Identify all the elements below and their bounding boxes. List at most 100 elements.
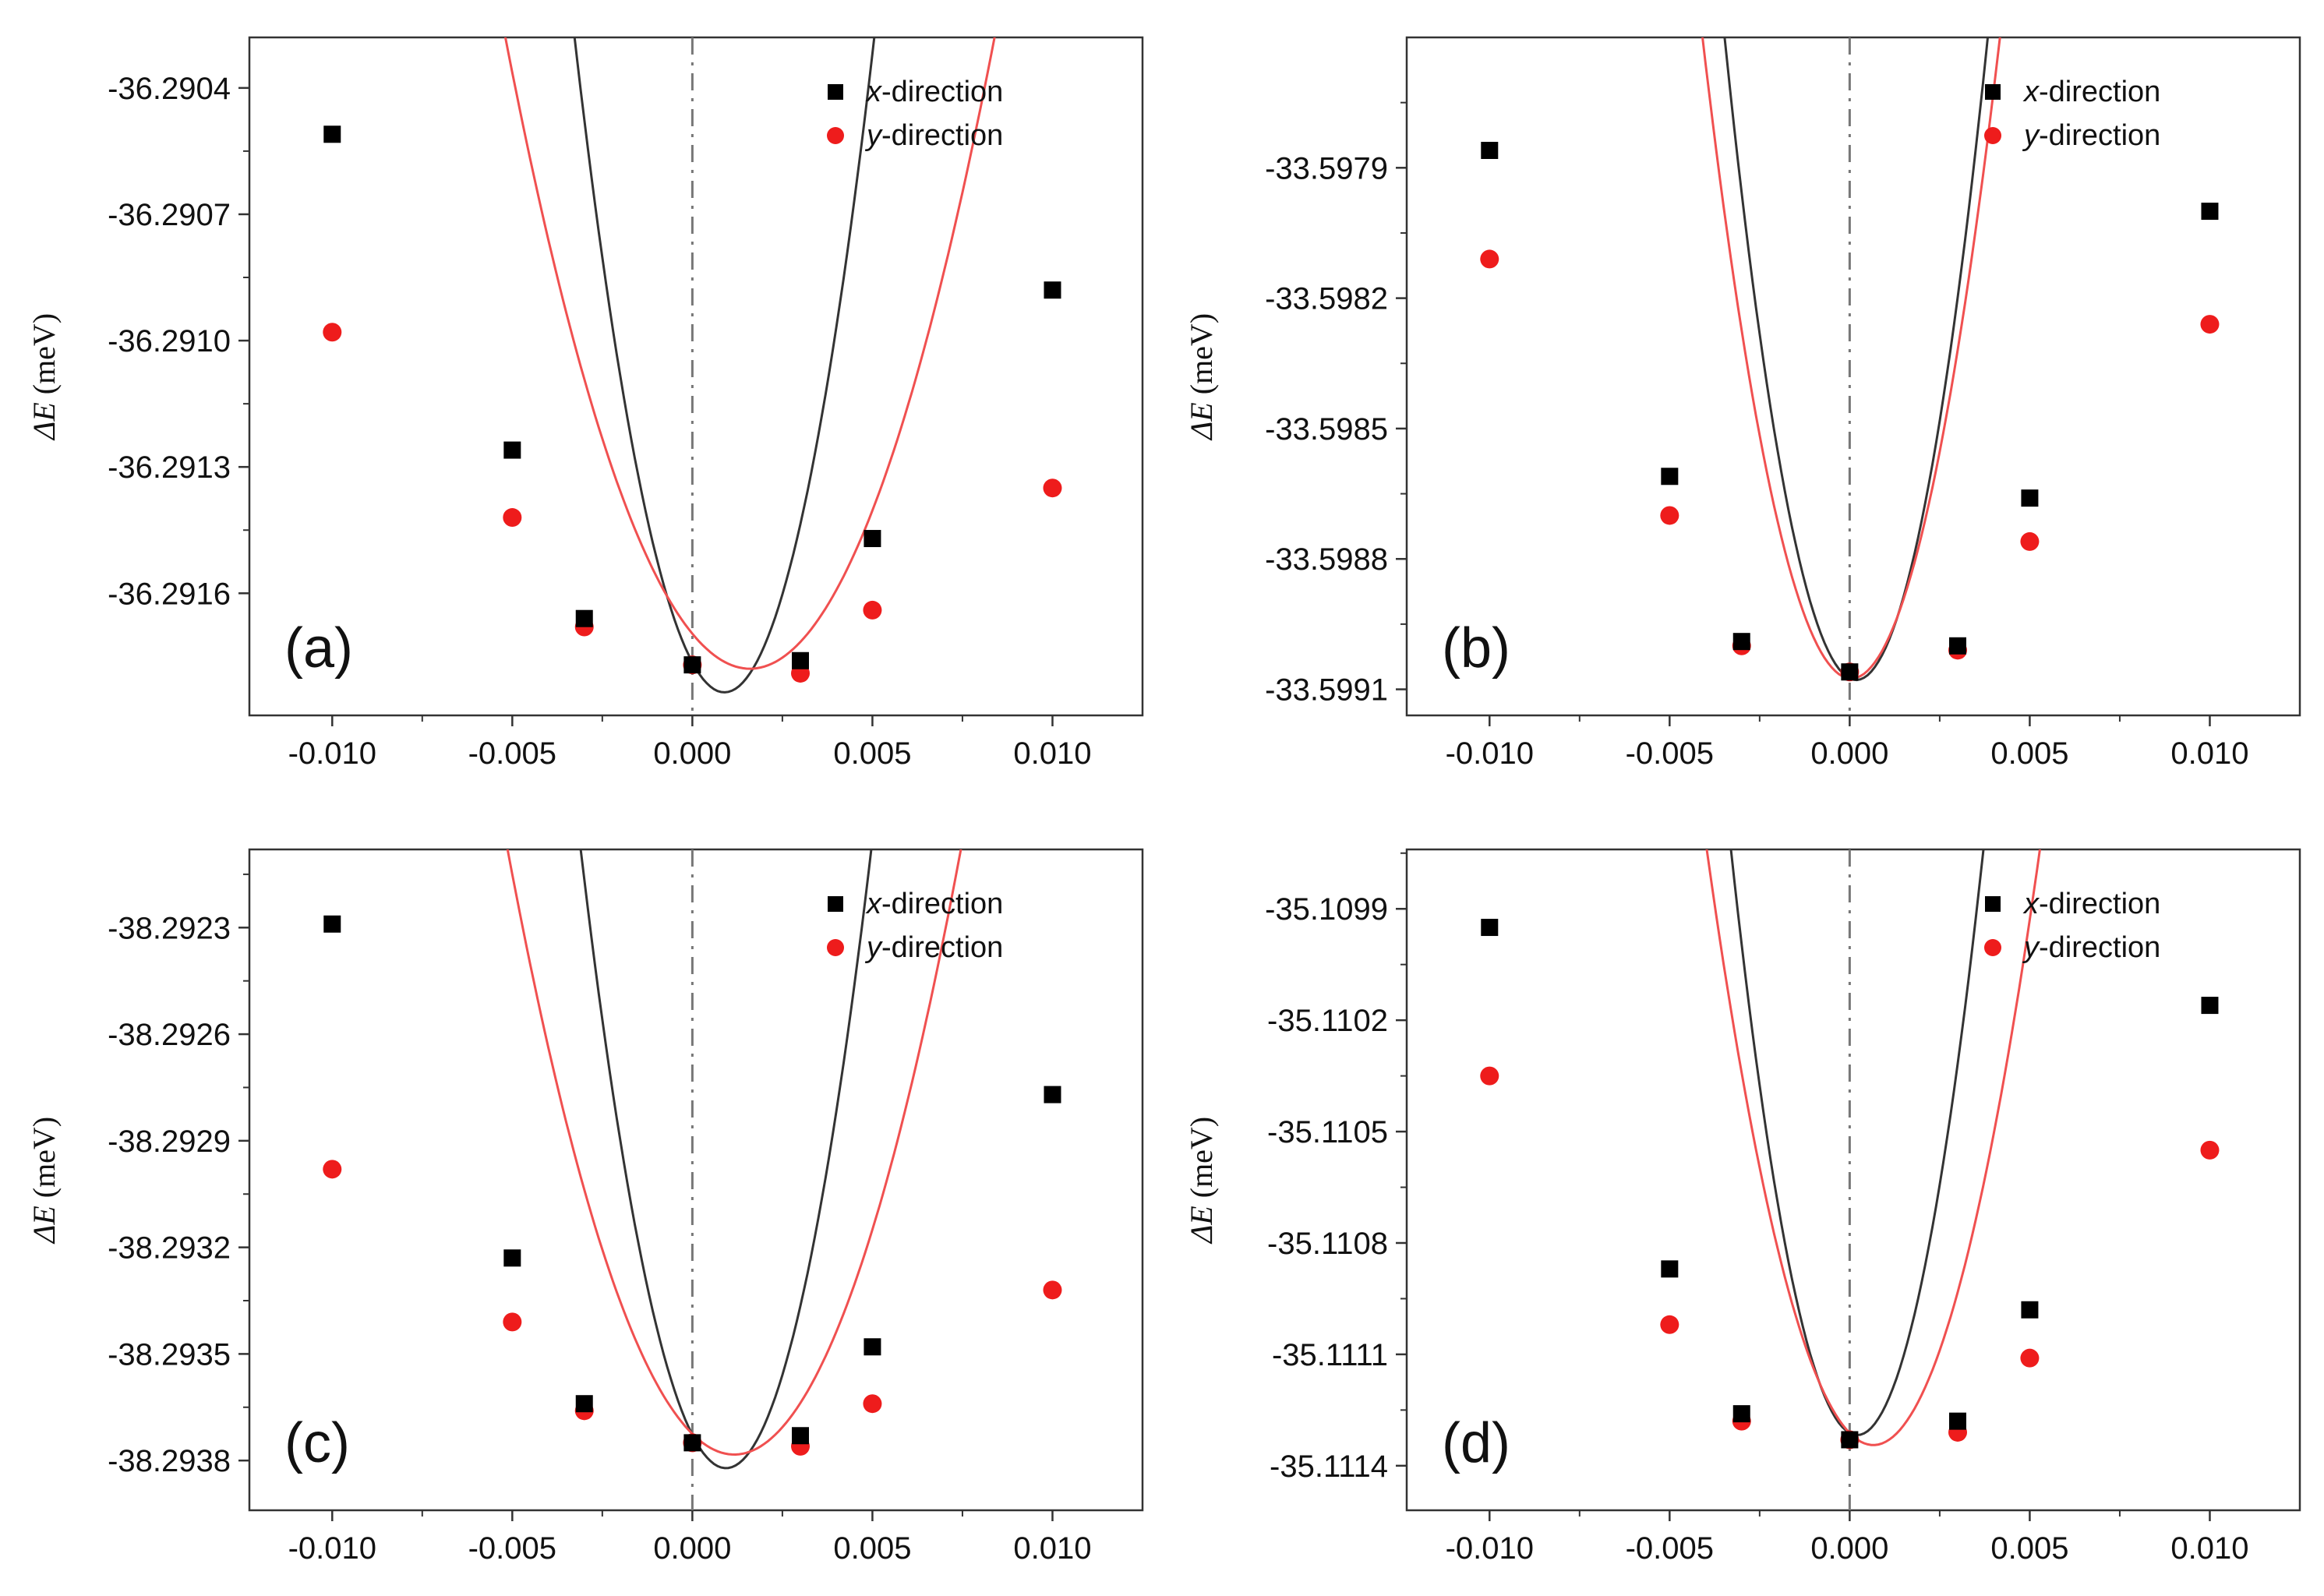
data-point-square [1949, 1412, 1967, 1430]
legend-label-rest: -direction [2039, 119, 2160, 152]
legend-label: y-direction [864, 931, 1003, 964]
data-point-circle [1043, 478, 1062, 498]
data-point-square [864, 1338, 881, 1356]
legend-label-axis: x [2022, 888, 2040, 920]
legend-label-axis: x [2022, 76, 2040, 108]
y-tick-label: -38.2935 [108, 1337, 231, 1372]
legend-marker-square [1985, 84, 2001, 100]
legend-marker-circle [827, 939, 844, 956]
legend-label-rest: -direction [2039, 888, 2160, 920]
y-axis-title-symbol: ΔE [26, 1206, 62, 1245]
y-tick-label: -36.2910 [108, 324, 231, 358]
data-point-square [1732, 633, 1750, 651]
legend-label-axis: x [865, 888, 883, 920]
legend-label-rest: -direction [881, 76, 1003, 108]
panel-a: -0.010 -0.005 0.000 0.005 0.010 -36.2904 -36.2… [26, 36, 1144, 771]
plot-frame [1405, 36, 2301, 717]
data-point-square [503, 441, 521, 459]
legend-marker-circle [827, 127, 844, 144]
data-point-square [1044, 281, 1061, 299]
data-point-square [1661, 468, 1679, 486]
panel-label: (c) [284, 1412, 350, 1474]
data-point-circle [2200, 315, 2220, 334]
legend-label-axis: y [864, 931, 883, 964]
x-tick-label: -0.005 [468, 736, 556, 771]
legend-label-rest: -direction [881, 119, 1003, 152]
data-point-circle [1660, 1315, 1679, 1334]
data-point-circle [2200, 1140, 2220, 1160]
x-tick-label: 0.000 [653, 736, 731, 771]
data-point-square [1841, 1431, 1859, 1449]
legend-label: y-direction [864, 119, 1003, 152]
legend-marker-square [828, 84, 843, 100]
legend-label: x-direction [865, 888, 1003, 920]
legend-label: x-direction [2022, 76, 2160, 108]
y-tick-label: -38.2923 [108, 911, 231, 945]
x-tick-label: 0.010 [2170, 736, 2248, 771]
y-tick-label: -38.2929 [108, 1125, 231, 1159]
y-axis-title: ΔE (meV) [26, 1117, 62, 1245]
x-tick-label: -0.005 [1626, 736, 1714, 771]
data-point-square [1732, 1405, 1750, 1423]
data-point-square [2201, 997, 2219, 1015]
legend-marker-square [828, 896, 843, 912]
data-point-square [323, 125, 341, 143]
y-tick-label: -35.1114 [1270, 1449, 1388, 1484]
data-point-circle [2020, 531, 2040, 551]
plot-frame [1405, 848, 2301, 1512]
y-axis-title: ΔE (meV) [26, 313, 62, 441]
y-tick-label: -38.2926 [108, 1018, 231, 1052]
data-point-square [503, 1249, 521, 1267]
data-point-square [1481, 142, 1499, 159]
legend-label-axis: y [864, 119, 883, 152]
y-axis-title-unit: (meV) [1184, 313, 1219, 394]
y-axis-title: ΔE (meV) [1184, 1117, 1219, 1245]
data-point-circle [1043, 1280, 1062, 1300]
y-tick-label: -35.1111 [1272, 1338, 1388, 1372]
legend-label: x-direction [2022, 888, 2160, 920]
panel-d: -0.010 -0.005 0.000 0.005 0.010 -35.1099 -35.1… [1184, 848, 2301, 1566]
legend-label-rest: -direction [2039, 931, 2160, 964]
plot-frame [248, 36, 1144, 717]
data-point-square [2021, 489, 2039, 507]
legend-label-axis: y [2022, 931, 2040, 964]
y-tick-label: -35.1102 [1267, 1004, 1388, 1038]
data-point-square [1044, 1086, 1061, 1103]
panel-label: (a) [284, 617, 353, 680]
panel-label: (d) [1442, 1412, 1510, 1474]
data-point-circle [323, 1160, 342, 1179]
data-point-square [792, 1427, 810, 1445]
x-tick-label: -0.010 [288, 736, 376, 771]
data-point-circle [503, 508, 522, 528]
x-tick-label: -0.010 [1446, 736, 1534, 771]
x-tick-label: -0.010 [1446, 1531, 1534, 1566]
y-tick-label: -38.2938 [108, 1444, 231, 1478]
data-point-square [575, 1395, 593, 1413]
data-point-square [683, 1434, 701, 1452]
data-point-circle [503, 1312, 522, 1332]
y-tick-label: -33.5979 [1265, 151, 1388, 185]
data-point-square [864, 530, 881, 548]
panel-label: (b) [1442, 617, 1510, 680]
data-point-circle [1480, 249, 1499, 269]
x-tick-label: 0.005 [1990, 736, 2068, 771]
y-tick-label: -33.5982 [1265, 282, 1388, 316]
y-tick-label: -35.1108 [1267, 1227, 1388, 1261]
x-tick-label: -0.005 [1626, 1531, 1714, 1566]
data-point-circle [2020, 1348, 2040, 1368]
x-tick-label: 0.010 [1013, 736, 1091, 771]
x-tick-label: 0.005 [1990, 1531, 2068, 1566]
x-tick-label: 0.010 [1013, 1531, 1091, 1566]
data-point-square [792, 651, 810, 669]
data-point-circle [1480, 1066, 1499, 1086]
y-tick-label: -35.1105 [1267, 1115, 1388, 1149]
legend-label-axis: y [2022, 119, 2040, 152]
data-point-square [1949, 637, 1967, 655]
y-tick-label: -33.5988 [1265, 542, 1388, 577]
data-point-square [2021, 1301, 2039, 1319]
y-tick-label: -33.5991 [1265, 673, 1388, 708]
y-axis-title-unit: (meV) [26, 1117, 62, 1198]
y-tick-label: -36.2907 [108, 198, 231, 232]
x-tick-label: 0.005 [833, 736, 911, 771]
panel-c: -0.010 -0.005 0.000 0.005 0.010 -38.2923 -38.2… [26, 848, 1144, 1566]
